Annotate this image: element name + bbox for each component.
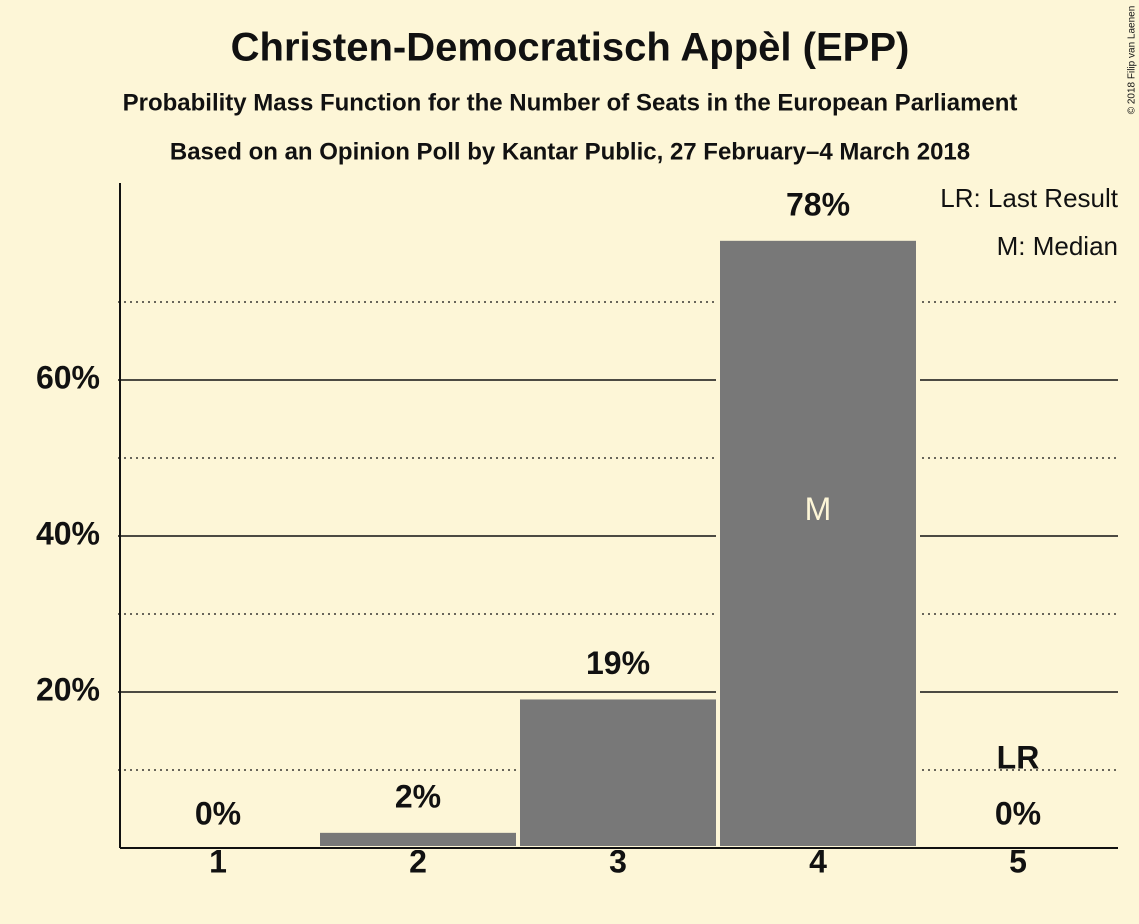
value-label: 2% [395, 778, 441, 814]
y-tick-label: 20% [36, 671, 100, 707]
x-tick-label: 3 [609, 843, 627, 879]
chart-subtitle: Based on an Opinion Poll by Kantar Publi… [170, 138, 970, 165]
x-tick-label: 2 [409, 843, 427, 879]
copyright: © 2018 Filip van Laenen [1127, 6, 1138, 115]
chart-subtitle: Probability Mass Function for the Number… [123, 89, 1018, 116]
bar [516, 695, 720, 851]
y-tick-label: 40% [36, 515, 100, 551]
legend-entry: M: Median [997, 231, 1118, 261]
legend-entry: LR: Last Result [940, 183, 1119, 213]
value-label: 0% [195, 795, 241, 831]
value-label: 78% [786, 186, 850, 222]
value-label: 19% [586, 645, 650, 681]
bar [316, 828, 520, 851]
chart-title: Christen-Democratisch Appèl (EPP) [231, 26, 910, 70]
annotation: M [805, 491, 832, 527]
x-tick-label: 4 [809, 843, 827, 879]
y-tick-label: 60% [36, 359, 100, 395]
annotation: LR [997, 739, 1040, 775]
x-tick-label: 5 [1009, 843, 1027, 879]
bar [716, 236, 920, 850]
x-tick-label: 1 [209, 843, 227, 879]
value-label: 0% [995, 795, 1041, 831]
